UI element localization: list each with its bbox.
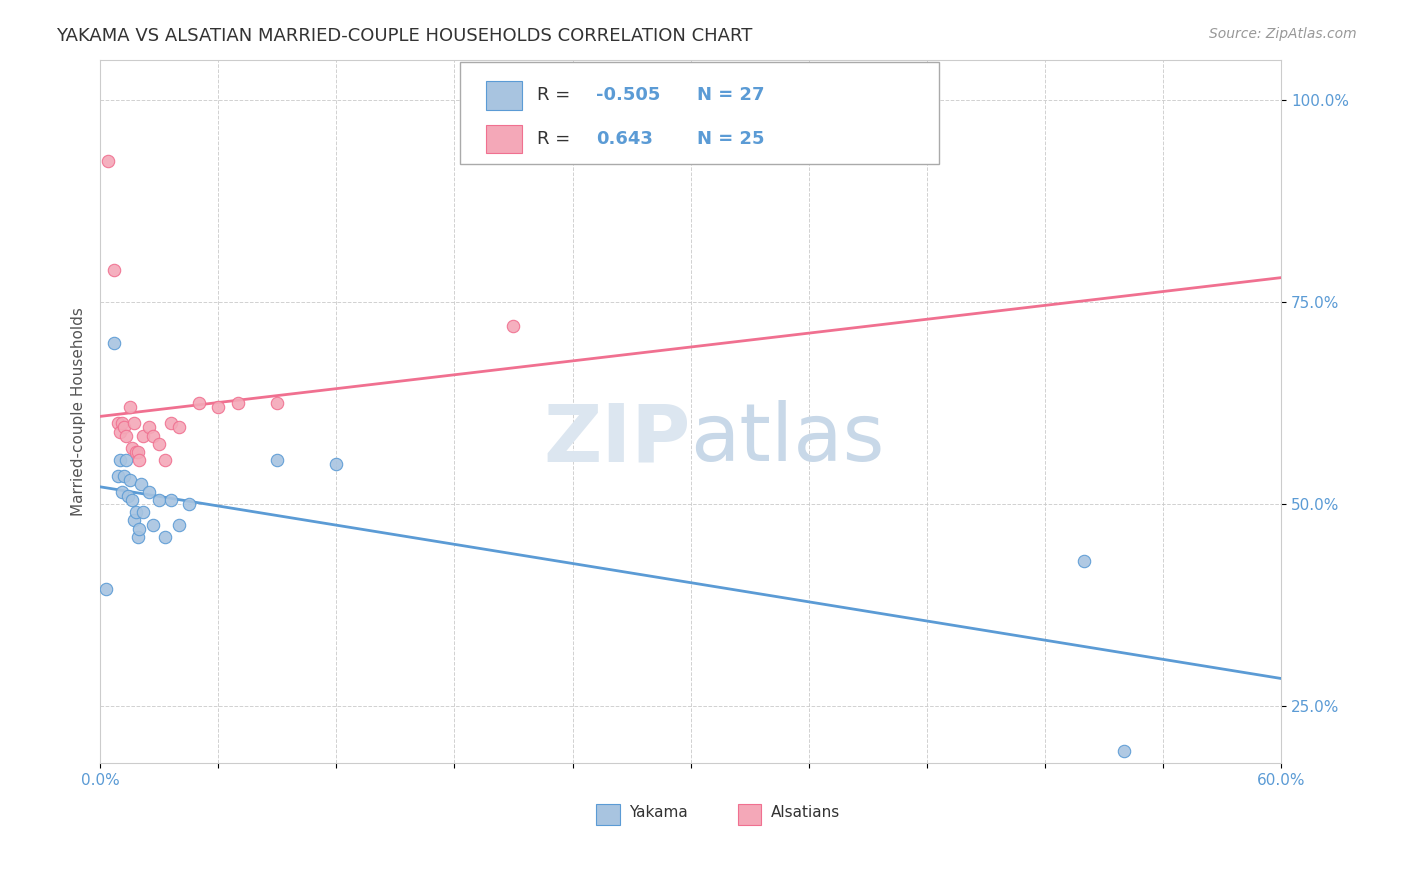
Point xyxy=(226,396,249,410)
Point xyxy=(122,513,145,527)
Point xyxy=(132,505,155,519)
Point xyxy=(148,436,170,450)
Text: ZIP: ZIP xyxy=(543,401,690,478)
Point xyxy=(117,489,139,503)
Point xyxy=(153,530,176,544)
Text: atlas: atlas xyxy=(690,401,884,478)
Point xyxy=(160,417,183,431)
Point xyxy=(128,453,150,467)
Point xyxy=(142,428,165,442)
Point xyxy=(1112,744,1135,758)
Text: Yakama: Yakama xyxy=(630,805,688,820)
Point xyxy=(138,485,160,500)
Point xyxy=(124,444,146,458)
Point xyxy=(128,522,150,536)
Point xyxy=(177,497,200,511)
Point xyxy=(187,396,209,410)
Point xyxy=(121,441,143,455)
FancyBboxPatch shape xyxy=(486,81,522,110)
Text: R =: R = xyxy=(537,130,582,148)
Point xyxy=(103,262,125,277)
Text: YAKAMA VS ALSATIAN MARRIED-COUPLE HOUSEHOLDS CORRELATION CHART: YAKAMA VS ALSATIAN MARRIED-COUPLE HOUSEH… xyxy=(56,27,752,45)
Point xyxy=(114,453,136,467)
FancyBboxPatch shape xyxy=(460,62,939,164)
Point xyxy=(118,401,141,415)
Point xyxy=(121,493,143,508)
Point xyxy=(127,444,149,458)
Point xyxy=(112,420,135,434)
Point xyxy=(266,453,288,467)
Point xyxy=(167,517,190,532)
Point xyxy=(127,530,149,544)
Point xyxy=(108,453,131,467)
FancyBboxPatch shape xyxy=(738,804,762,825)
Point xyxy=(1073,554,1095,568)
Point xyxy=(107,469,129,483)
Point xyxy=(97,153,120,168)
Point xyxy=(103,335,125,350)
Point xyxy=(124,505,146,519)
Text: Source: ZipAtlas.com: Source: ZipAtlas.com xyxy=(1209,27,1357,41)
Point xyxy=(160,493,183,508)
Point xyxy=(148,493,170,508)
Text: N = 25: N = 25 xyxy=(696,130,763,148)
Point xyxy=(167,420,190,434)
Text: N = 27: N = 27 xyxy=(696,87,763,104)
Text: R =: R = xyxy=(537,87,576,104)
Point xyxy=(266,396,288,410)
Point xyxy=(207,401,229,415)
Point xyxy=(111,417,134,431)
Point xyxy=(131,477,153,491)
Point xyxy=(108,425,131,439)
Point xyxy=(142,517,165,532)
Point xyxy=(107,417,129,431)
Point xyxy=(112,469,135,483)
Point xyxy=(153,453,176,467)
Text: Alsatians: Alsatians xyxy=(770,805,841,820)
Y-axis label: Married-couple Households: Married-couple Households xyxy=(72,307,86,516)
Point xyxy=(111,485,134,500)
Point xyxy=(138,420,160,434)
Point xyxy=(94,582,117,597)
Text: 0.643: 0.643 xyxy=(596,130,652,148)
Point xyxy=(325,457,347,471)
Point xyxy=(502,319,524,334)
Point xyxy=(114,428,136,442)
FancyBboxPatch shape xyxy=(596,804,620,825)
Point xyxy=(132,428,155,442)
Point xyxy=(122,417,145,431)
Point xyxy=(118,473,141,487)
Text: -0.505: -0.505 xyxy=(596,87,661,104)
FancyBboxPatch shape xyxy=(486,125,522,153)
